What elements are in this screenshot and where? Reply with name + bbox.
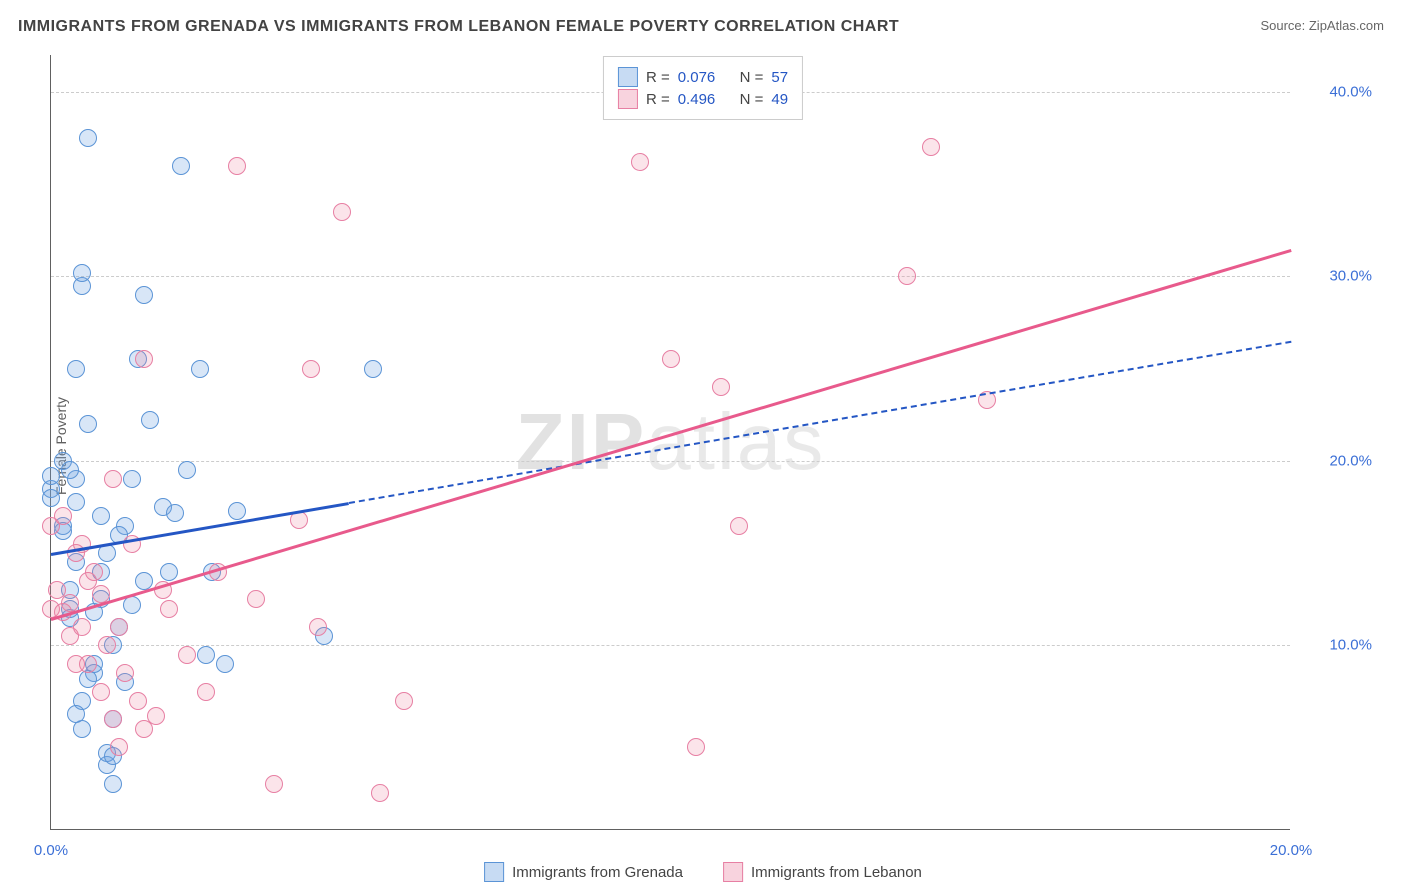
- scatter-point: [730, 517, 748, 535]
- scatter-point: [135, 350, 153, 368]
- scatter-point: [172, 157, 190, 175]
- scatter-point: [79, 129, 97, 147]
- scatter-point: [147, 707, 165, 725]
- scatter-point: [92, 683, 110, 701]
- n-value: 49: [771, 91, 788, 108]
- scatter-point: [73, 264, 91, 282]
- scatter-point: [104, 470, 122, 488]
- gridline: [51, 461, 1290, 462]
- scatter-point: [141, 411, 159, 429]
- scatter-point: [61, 461, 79, 479]
- scatter-point: [54, 507, 72, 525]
- scatter-point: [123, 470, 141, 488]
- scatter-point: [67, 493, 85, 511]
- scatter-point: [67, 655, 85, 673]
- swatch-blue-icon: [618, 67, 638, 87]
- scatter-point: [160, 600, 178, 618]
- scatter-point: [129, 692, 147, 710]
- scatter-point: [216, 655, 234, 673]
- gridline: [51, 645, 1290, 646]
- swatch-pink-icon: [723, 862, 743, 882]
- scatter-point: [197, 683, 215, 701]
- scatter-point: [79, 415, 97, 433]
- legend-label: Immigrants from Grenada: [512, 864, 683, 881]
- scatter-point: [178, 461, 196, 479]
- gridline: [51, 276, 1290, 277]
- legend-item-lebanon: Immigrants from Lebanon: [723, 862, 922, 882]
- scatter-point: [166, 504, 184, 522]
- r-label: R =: [646, 91, 670, 108]
- scatter-point: [110, 738, 128, 756]
- trend-line: [348, 341, 1291, 504]
- scatter-point: [302, 360, 320, 378]
- r-value: 0.076: [678, 69, 716, 86]
- scatter-point: [104, 775, 122, 793]
- scatter-point: [98, 636, 116, 654]
- n-label: N =: [740, 91, 764, 108]
- scatter-point: [364, 360, 382, 378]
- chart-container: IMMIGRANTS FROM GRENADA VS IMMIGRANTS FR…: [0, 0, 1406, 892]
- trend-line: [51, 249, 1292, 621]
- swatch-blue-icon: [484, 862, 504, 882]
- scatter-point: [92, 507, 110, 525]
- scatter-point: [178, 646, 196, 664]
- scatter-point: [247, 590, 265, 608]
- source-prefix: Source:: [1260, 18, 1308, 33]
- scatter-point: [73, 618, 91, 636]
- scatter-point: [898, 267, 916, 285]
- scatter-point: [42, 467, 60, 485]
- legend-row-grenada: R = 0.076 N = 57: [618, 67, 788, 87]
- y-tick-label: 10.0%: [1297, 637, 1372, 654]
- scatter-point: [309, 618, 327, 636]
- scatter-point: [371, 784, 389, 802]
- scatter-point: [116, 664, 134, 682]
- scatter-point: [42, 489, 60, 507]
- n-label: N =: [740, 69, 764, 86]
- scatter-point: [395, 692, 413, 710]
- scatter-point: [333, 203, 351, 221]
- scatter-point: [67, 360, 85, 378]
- scatter-point: [265, 775, 283, 793]
- swatch-pink-icon: [618, 89, 638, 109]
- chart-title: IMMIGRANTS FROM GRENADA VS IMMIGRANTS FR…: [18, 18, 899, 36]
- y-tick-label: 40.0%: [1297, 83, 1372, 100]
- scatter-point: [110, 618, 128, 636]
- r-label: R =: [646, 69, 670, 86]
- scatter-point: [662, 350, 680, 368]
- x-tick-label: 20.0%: [1270, 842, 1313, 859]
- source-link[interactable]: ZipAtlas.com: [1309, 18, 1384, 33]
- x-tick-label: 0.0%: [34, 842, 68, 859]
- scatter-point: [228, 502, 246, 520]
- scatter-point: [712, 378, 730, 396]
- scatter-point: [922, 138, 940, 156]
- scatter-point: [687, 738, 705, 756]
- legend-label: Immigrants from Lebanon: [751, 864, 922, 881]
- legend-item-grenada: Immigrants from Grenada: [484, 862, 683, 882]
- n-value: 57: [771, 69, 788, 86]
- series-legend: Immigrants from Grenada Immigrants from …: [484, 862, 922, 882]
- plot-area: ZIPatlas 10.0%20.0%30.0%40.0%0.0%20.0%: [50, 55, 1290, 830]
- y-tick-label: 20.0%: [1297, 452, 1372, 469]
- scatter-point: [67, 705, 85, 723]
- r-value: 0.496: [678, 91, 716, 108]
- scatter-point: [631, 153, 649, 171]
- scatter-point: [191, 360, 209, 378]
- source-attribution: Source: ZipAtlas.com: [1260, 18, 1384, 33]
- correlation-legend: R = 0.076 N = 57 R = 0.496 N = 49: [603, 56, 803, 120]
- legend-row-lebanon: R = 0.496 N = 49: [618, 89, 788, 109]
- scatter-point: [104, 710, 122, 728]
- y-tick-label: 30.0%: [1297, 268, 1372, 285]
- scatter-point: [85, 563, 103, 581]
- scatter-point: [160, 563, 178, 581]
- scatter-point: [228, 157, 246, 175]
- scatter-point: [135, 286, 153, 304]
- watermark: ZIPatlas: [516, 396, 825, 488]
- scatter-point: [197, 646, 215, 664]
